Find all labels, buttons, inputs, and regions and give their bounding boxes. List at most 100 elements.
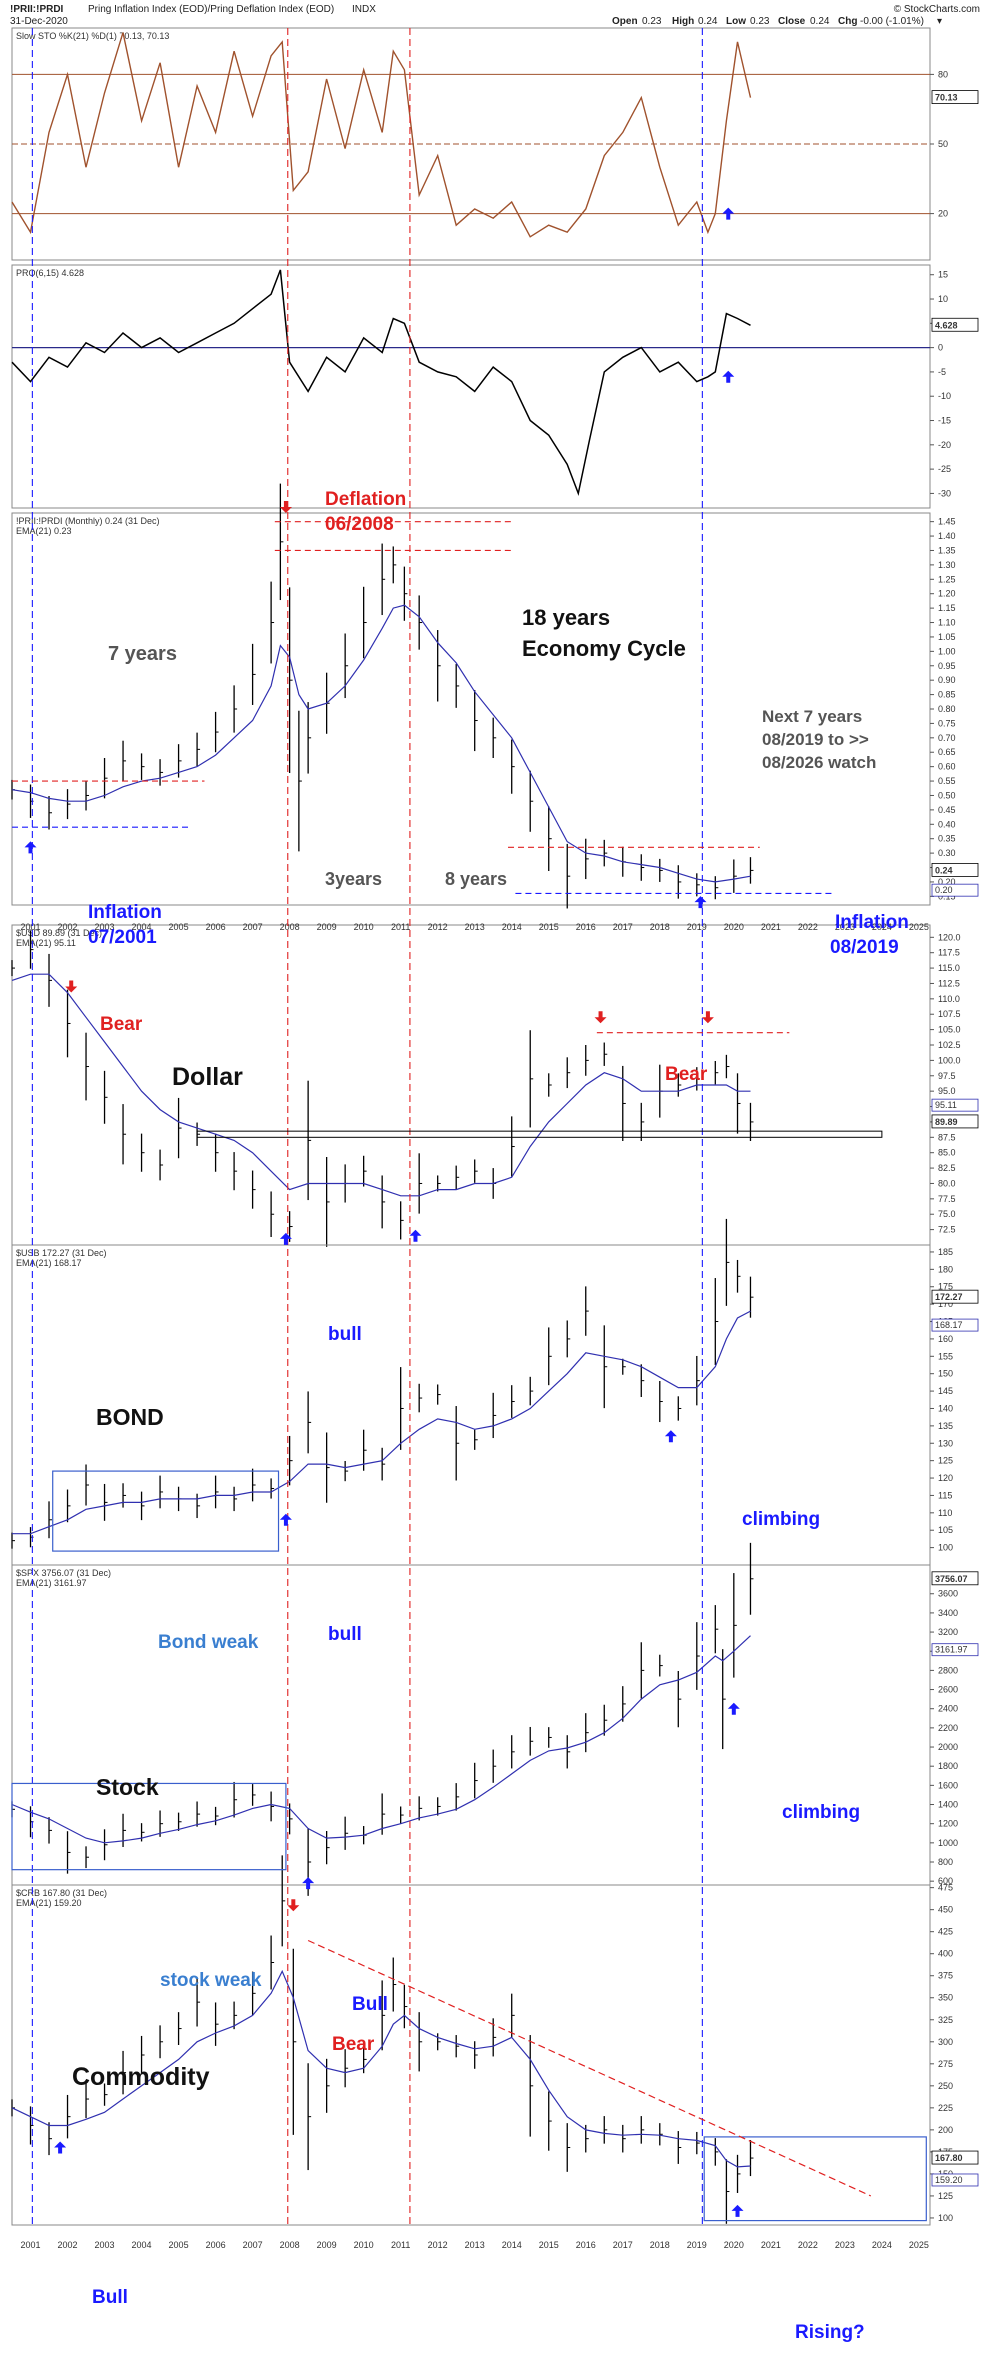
panel-frame: [11, 264, 931, 509]
bond-climbing-label: climbing: [742, 1509, 820, 1530]
y-tick-label: 0.95: [938, 661, 956, 671]
next-line1: Next 7 years: [762, 707, 862, 726]
x-tick-label: 2003: [95, 922, 115, 932]
x-tick-label: 2020: [724, 922, 744, 932]
x-tick-label: 2024: [872, 2240, 892, 2250]
y-tick-label: 1.25: [938, 574, 956, 584]
y-tick-label: 87.5: [938, 1132, 956, 1142]
x-tick-label: 2024: [872, 922, 892, 932]
usd-support-rect: [196, 1130, 883, 1138]
y-tick-label: 75.0: [938, 1209, 956, 1219]
y-tick-label: 107.5: [938, 1009, 961, 1019]
y-tick-label: 2800: [938, 1665, 958, 1675]
y-tick-label: 0.40: [938, 819, 956, 829]
dollar-title: Dollar: [172, 1063, 243, 1091]
y-tick-label: 450: [938, 1905, 953, 1915]
y-tick-label: -30: [938, 488, 951, 498]
close-label: Close: [778, 16, 806, 27]
ratio-arrow-up-right-icon: [694, 896, 707, 909]
y-tick-label: 140: [938, 1403, 953, 1413]
x-tick-label: 2012: [428, 2240, 448, 2250]
last-value-box: [931, 317, 979, 332]
x-tick-label: 2021: [761, 2240, 781, 2250]
pro-arrow-up-icon: [722, 370, 735, 383]
x-axis-lower: 2001 2002 2003 2004 2005 2006 2007 2008 2009 2010…: [20, 2240, 928, 2250]
x-tick-label: 2010: [354, 2240, 374, 2250]
x-tick-label: 2010: [354, 922, 374, 932]
x-tick-label: 2008: [280, 922, 300, 932]
y-tick-label: 0.20: [938, 877, 956, 887]
y-tick-label: -20: [938, 440, 951, 450]
y-tick-label: 115.0: [938, 963, 960, 973]
y-tick-label: 1.15: [938, 603, 956, 613]
y-tick-label: 100: [938, 2213, 953, 2223]
y-tick-label: 120.0: [938, 932, 961, 942]
y-tick-label: 3400: [938, 1608, 958, 1618]
x-tick-label: 2013: [465, 922, 485, 932]
usd-arrow-up-bull-icon: [279, 1232, 292, 1245]
y-tick-label: 135: [938, 1421, 953, 1431]
y-tick-label: 200: [938, 2125, 953, 2135]
y-tick-label: 1.35: [938, 545, 956, 555]
y-tick-label: 110: [938, 1508, 952, 1518]
usd-arrow-down-mid-icon: [594, 1011, 607, 1024]
inflation-right-date: 08/2019: [830, 937, 899, 958]
usb-arrow-up-icon: [664, 1430, 677, 1443]
y-tick-label: 3600: [938, 1589, 958, 1599]
x-tick-label: 2001: [20, 2240, 40, 2250]
ema-legend-usd: EMA(21) 95.11: [16, 938, 76, 948]
deflation-title: Deflation: [325, 489, 406, 510]
y-tick-label: 1600: [938, 1780, 958, 1790]
y-tick-label: 475: [938, 1883, 953, 1893]
usd-arrow-down-right-icon: [701, 1011, 714, 1024]
spx-arrow-up-bull-icon: [302, 1877, 315, 1890]
seven-years-label: 7 years: [108, 643, 177, 665]
y-tick-label: 80.0: [938, 1178, 956, 1188]
inflation-left-title: Inflation: [88, 902, 162, 923]
y-tick-label: 1000: [938, 1838, 958, 1848]
x-tick-label: 2017: [613, 922, 633, 932]
x-tick-label: 2011: [391, 2240, 410, 2250]
last-value-box: [931, 1289, 979, 1304]
panel-sto: 20 50 80 Slow STO %K(21) %D(1) 70.13, 70.13…: [11, 27, 979, 261]
brand-label: © StockCharts.com: [894, 4, 980, 15]
y-tick-label: 0.60: [938, 762, 956, 772]
y-tick-label: 160: [938, 1334, 953, 1344]
y-tick-label: 275: [938, 2059, 953, 2069]
dollar-bear-label: Bear: [100, 1014, 143, 1035]
x-tick-label: 2009: [317, 922, 337, 932]
y-tick-label: 125: [938, 1456, 953, 1466]
y-tick-label: 2200: [938, 1723, 958, 1733]
x-tick-label: 2009: [317, 2240, 337, 2250]
y-tick-label: 1.20: [938, 589, 956, 599]
stock-climbing-label: climbing: [782, 1802, 860, 1823]
stock-weak-box: [11, 1782, 287, 1871]
x-tick-label: 2016: [576, 922, 596, 932]
y-tick-label: 170: [938, 1299, 953, 1309]
x-tick-label: 2021: [761, 922, 781, 932]
x-tick-label: 2006: [206, 922, 226, 932]
x-tick-label: 2013: [465, 2240, 485, 2250]
x-tick-label: 2022: [798, 922, 818, 932]
y-tick-label: 97.5: [938, 1071, 956, 1081]
y-tick-label: 72.5: [938, 1225, 956, 1235]
last-value-label: 89.89: [935, 1117, 958, 1127]
ema-value-box: [931, 2173, 979, 2187]
sto-line: [11, 32, 752, 238]
ema-legend-spx: EMA(21) 3161.97: [16, 1578, 87, 1588]
usd-arrow-up-2011-icon: [409, 1229, 422, 1242]
y-tick-label: 100: [938, 1543, 953, 1553]
chevron-down-icon[interactable]: ▾: [937, 16, 942, 27]
last-value-label: 4.628: [935, 320, 958, 330]
y-tick-label: 85.0: [938, 1148, 956, 1158]
open-value: 0.23: [642, 16, 662, 27]
open-label: Open: [612, 16, 638, 27]
y-tick-label: 600: [938, 1876, 953, 1886]
high-label: High: [672, 16, 694, 27]
ema-line: [12, 1310, 751, 1535]
y-tick-label: 130: [938, 1438, 953, 1448]
commodity-bull-label: Bull: [92, 2287, 128, 2308]
last-value-label: 172.27: [935, 1292, 963, 1302]
y-tick-label: 1.30: [938, 560, 956, 570]
x-tick-label: 2023: [835, 2240, 855, 2250]
